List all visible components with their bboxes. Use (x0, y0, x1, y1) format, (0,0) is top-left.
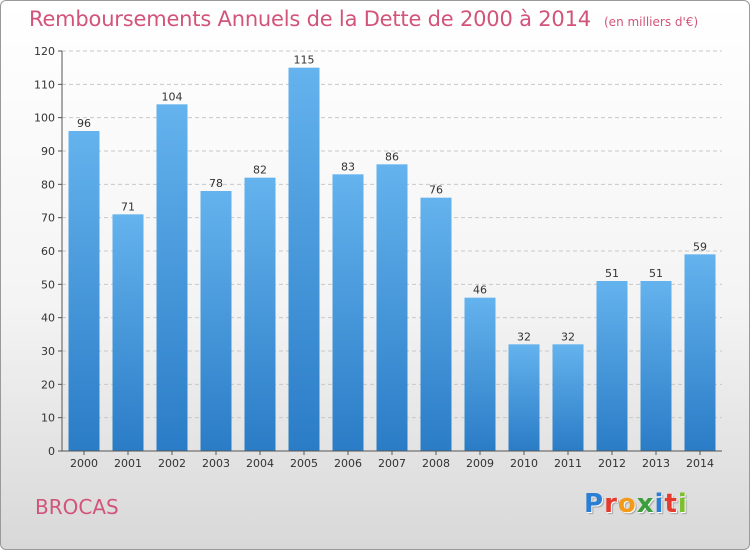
x-tick-label: 2010 (510, 457, 538, 470)
y-tick-label: 50 (41, 278, 55, 291)
y-tick-label: 120 (34, 45, 55, 58)
bar (552, 344, 584, 451)
bar (288, 67, 320, 452)
bar-value-label: 76 (429, 184, 443, 197)
bar-value-label: 59 (693, 240, 707, 253)
logo-letter: r (604, 489, 618, 519)
commune-name: BROCAS (35, 495, 119, 519)
bar (112, 214, 144, 451)
bar (244, 177, 276, 451)
y-tick-label: 30 (41, 345, 55, 358)
y-tick-label: 100 (34, 112, 55, 125)
chart-unit: (en milliers d'€) (604, 15, 699, 29)
bar-value-label: 51 (605, 267, 619, 280)
bar-value-label: 82 (253, 164, 267, 177)
bar (156, 104, 188, 451)
bar-value-label: 32 (561, 330, 575, 343)
bar-value-label: 83 (341, 160, 355, 173)
logo-letter: i (677, 489, 688, 519)
bar (200, 191, 232, 451)
logo-letter: t (664, 489, 678, 519)
x-tick-label: 2007 (378, 457, 406, 470)
y-tick-label: 20 (41, 378, 55, 391)
bar-value-label: 78 (209, 177, 223, 190)
x-tick-label: 2004 (246, 457, 274, 470)
bar-value-label: 96 (77, 117, 91, 130)
bar-value-label: 104 (162, 90, 183, 103)
bar-value-label: 86 (385, 150, 399, 163)
y-tick-label: 70 (41, 212, 55, 225)
title-row: Remboursements Annuels de la Dette de 20… (29, 7, 698, 31)
x-tick-label: 2002 (158, 457, 186, 470)
bar-value-label: 115 (294, 54, 315, 67)
x-tick-label: 2011 (554, 457, 582, 470)
bar-value-label: 51 (649, 267, 663, 280)
x-tick-label: 2003 (202, 457, 230, 470)
bar-value-label: 71 (121, 200, 135, 213)
y-tick-label: 10 (41, 412, 55, 425)
bar (332, 174, 364, 452)
bar (376, 164, 408, 452)
bar-value-label: 46 (473, 284, 487, 297)
x-tick-label: 2000 (70, 457, 98, 470)
x-tick-label: 2013 (642, 457, 670, 470)
bar (596, 281, 628, 451)
bar (420, 197, 452, 451)
proxiti-logo[interactable]: Proxiti (584, 489, 688, 519)
logo-letter: i (654, 489, 665, 519)
x-tick-label: 2005 (290, 457, 318, 470)
bar (640, 281, 672, 451)
bars: 96 71 104 78 82 115 83 86 76 46 32 32 51 51 59 (68, 54, 716, 452)
y-tick-label: 80 (41, 178, 55, 191)
logo-letter: x (636, 489, 655, 519)
logo-letter: o (617, 489, 637, 519)
y-tick-label: 90 (41, 145, 55, 158)
y-tick-label: 0 (48, 445, 55, 458)
x-tick-label: 2014 (686, 457, 714, 470)
y-tick-label: 60 (41, 245, 55, 258)
x-tick-label: 2012 (598, 457, 626, 470)
bar (68, 131, 100, 451)
y-tick-label: 110 (34, 78, 55, 91)
axes: 0 10 20 30 40 50 60 70 80 90 100 110 120 2000 2001 2002… (34, 45, 722, 470)
x-tick-label: 2009 (466, 457, 494, 470)
x-tick-label: 2006 (334, 457, 362, 470)
y-tick-label: 40 (41, 312, 55, 325)
bar (684, 254, 716, 451)
bar (464, 297, 496, 451)
x-tick-label: 2008 (422, 457, 450, 470)
logo-letter: P (584, 489, 605, 519)
chart-title: Remboursements Annuels de la Dette de 20… (29, 7, 591, 31)
x-tick-label: 2001 (114, 457, 142, 470)
bar-value-label: 32 (517, 330, 531, 343)
bar (508, 344, 540, 451)
